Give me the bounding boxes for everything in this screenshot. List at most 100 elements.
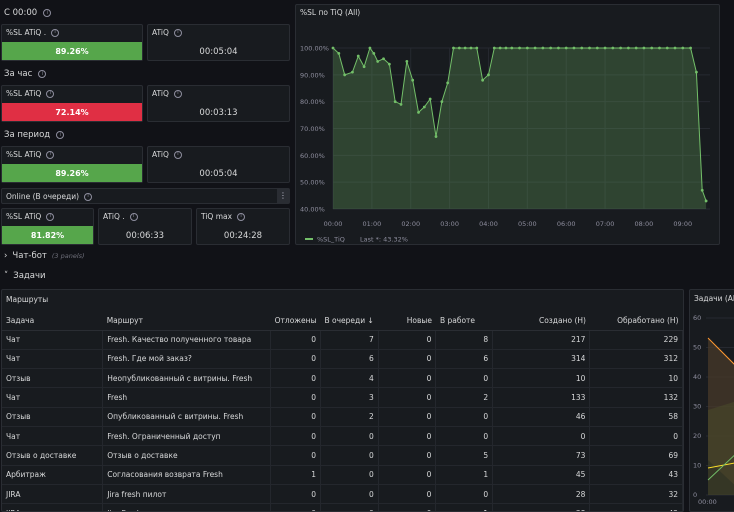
col-in-progress[interactable]: В работе xyxy=(435,311,493,331)
sort-desc-icon: ↓ xyxy=(367,315,374,325)
data-point[interactable] xyxy=(492,46,496,50)
data-point[interactable] xyxy=(533,46,537,50)
table-row[interactable]: Чат Fresh 0 3 0 2 133 132 xyxy=(2,387,683,408)
data-point[interactable] xyxy=(343,73,347,77)
row-chatbot[interactable]: › Чат-бот (3 panels) xyxy=(4,251,85,261)
col-deferred[interactable]: Отложены xyxy=(270,311,321,331)
data-point[interactable] xyxy=(411,78,415,82)
info-icon[interactable]: i xyxy=(38,70,47,78)
table-row[interactable]: Чат Fresh. Качество полученного товара 0 7 0… xyxy=(2,330,683,350)
info-icon[interactable]: i xyxy=(173,28,182,37)
data-point[interactable] xyxy=(428,97,432,101)
data-point[interactable] xyxy=(704,199,708,203)
data-point[interactable] xyxy=(417,111,420,114)
table-row[interactable]: JIRA Jira fresh пилот 0 0 0 0 28 32 xyxy=(2,484,683,505)
data-point[interactable] xyxy=(518,46,521,50)
data-point[interactable] xyxy=(469,46,473,50)
table-row[interactable]: Арбитраж Согласования возврата Fresh 1 0 0 1 4… xyxy=(2,465,683,485)
data-point[interactable] xyxy=(446,81,450,85)
data-point[interactable] xyxy=(603,46,607,50)
data-point[interactable] xyxy=(689,46,692,50)
info-icon[interactable]: i xyxy=(46,150,55,159)
data-point[interactable] xyxy=(457,46,461,50)
data-point[interactable] xyxy=(475,46,479,50)
data-point[interactable] xyxy=(572,46,576,50)
data-point[interactable] xyxy=(387,62,391,66)
data-point[interactable] xyxy=(351,70,354,74)
col-queue[interactable]: В очереди ↓ xyxy=(320,311,379,331)
data-point[interactable] xyxy=(368,46,372,50)
data-point[interactable] xyxy=(541,46,545,50)
data-point[interactable] xyxy=(399,102,403,106)
col-new[interactable]: Новые xyxy=(378,311,436,331)
info-icon[interactable]: i xyxy=(129,212,138,221)
series-area xyxy=(333,48,707,209)
data-point[interactable] xyxy=(481,78,485,82)
data-point[interactable] xyxy=(700,188,704,192)
legend-label[interactable]: %SL_TiQ xyxy=(317,236,345,244)
info-icon[interactable]: i xyxy=(56,131,65,139)
data-point[interactable] xyxy=(487,73,490,77)
data-point[interactable] xyxy=(549,46,553,50)
data-point[interactable] xyxy=(650,46,654,50)
data-point[interactable] xyxy=(580,46,584,50)
row-tasks[interactable]: ˅ Задачи xyxy=(4,271,46,281)
table-row[interactable]: Чат Fresh. Где мой заказ? 0 6 0 6 314 312 xyxy=(2,349,683,370)
data-point[interactable] xyxy=(463,46,467,50)
col-task[interactable]: Задача xyxy=(2,311,103,331)
data-point[interactable] xyxy=(681,46,685,50)
data-point[interactable] xyxy=(452,46,455,50)
info-icon[interactable]: i xyxy=(51,28,60,37)
data-point[interactable] xyxy=(525,46,529,50)
data-point[interactable] xyxy=(393,100,397,104)
data-point[interactable] xyxy=(362,65,366,69)
kebab-menu-icon[interactable]: ⋮ xyxy=(277,189,289,203)
info-icon[interactable]: i xyxy=(173,89,182,98)
data-point[interactable] xyxy=(642,46,646,50)
info-icon[interactable]: i xyxy=(237,212,246,221)
data-point[interactable] xyxy=(595,46,599,50)
tasks-line-orange xyxy=(707,337,734,365)
table-row[interactable]: Отзыв Опубликованный с витрины. Fresh 0 2 0 0… xyxy=(2,407,683,427)
table-row[interactable]: Отзыв о доставке Отзыв о доставке 0 0 0 5 73 69 xyxy=(2,445,683,466)
data-point[interactable] xyxy=(422,105,426,109)
table-cell: 314 xyxy=(492,349,591,370)
col-route[interactable]: Маршрут xyxy=(102,311,271,331)
data-point[interactable] xyxy=(331,46,335,50)
col-processed[interactable]: Обработано (Н) xyxy=(589,311,683,331)
data-point[interactable] xyxy=(588,46,591,50)
data-point[interactable] xyxy=(694,70,698,74)
data-point[interactable] xyxy=(504,46,508,50)
data-point[interactable] xyxy=(557,46,560,50)
data-point[interactable] xyxy=(376,60,380,63)
info-icon[interactable]: i xyxy=(173,150,182,159)
table-row[interactable]: Чат Fresh. Ограниченный доступ 0 0 0 0 0 0 xyxy=(2,426,683,447)
data-point[interactable] xyxy=(337,51,341,55)
data-point[interactable] xyxy=(611,46,615,50)
data-point[interactable] xyxy=(382,57,385,61)
data-point[interactable] xyxy=(405,60,409,63)
data-point[interactable] xyxy=(564,46,568,50)
data-point[interactable] xyxy=(372,51,376,55)
data-point[interactable] xyxy=(626,46,630,50)
info-icon[interactable]: i xyxy=(46,212,55,221)
data-point[interactable] xyxy=(673,46,677,50)
data-point[interactable] xyxy=(658,46,661,50)
info-icon[interactable]: i xyxy=(46,89,55,98)
col-created[interactable]: Создано (Н) xyxy=(492,311,590,331)
data-point[interactable] xyxy=(440,100,444,104)
data-point[interactable] xyxy=(665,46,669,50)
sl-chart[interactable]: 100.00% 90.00% 80.00% 70.00% 60.00% 50.00% 40.… xyxy=(296,5,721,246)
y-tick-label: 50.00% xyxy=(300,179,325,187)
data-point[interactable] xyxy=(634,46,638,50)
info-icon[interactable]: i xyxy=(43,9,52,17)
data-point[interactable] xyxy=(510,46,514,50)
data-point[interactable] xyxy=(498,46,502,50)
data-point[interactable] xyxy=(619,46,623,50)
data-point[interactable] xyxy=(356,54,360,58)
tasks-chart[interactable]: 60 50 40 30 20 10 0 00:00 xyxy=(690,290,734,512)
info-icon[interactable]: i xyxy=(84,192,93,201)
table-row[interactable]: Отзыв Неопубликованный с витрины. Fresh 0 4… xyxy=(2,368,683,389)
data-point[interactable] xyxy=(434,135,438,138)
